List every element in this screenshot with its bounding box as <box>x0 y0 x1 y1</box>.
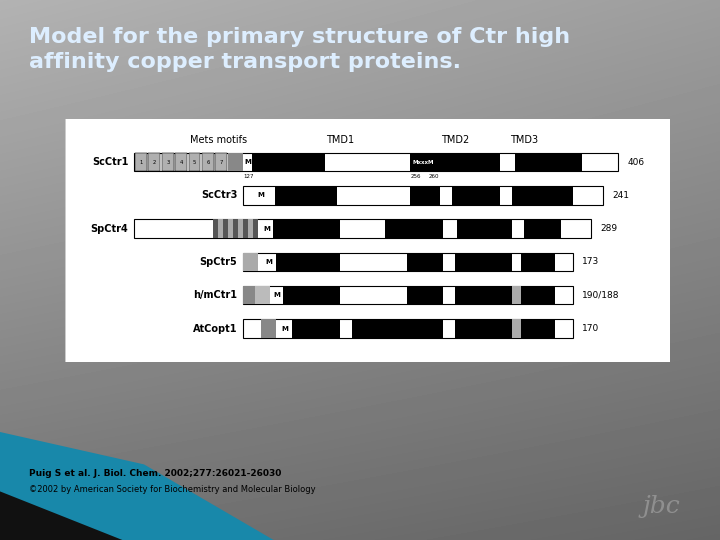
Bar <box>162 153 174 171</box>
Text: M: M <box>264 226 270 232</box>
Bar <box>452 186 500 205</box>
Bar <box>248 219 253 238</box>
Bar <box>521 253 554 271</box>
Bar <box>410 219 443 238</box>
Text: SpCtr4: SpCtr4 <box>91 224 128 234</box>
Text: 1: 1 <box>140 160 143 165</box>
Text: M: M <box>265 259 271 265</box>
Bar <box>243 219 248 238</box>
Text: AtCopt1: AtCopt1 <box>193 323 237 334</box>
Bar <box>261 319 276 338</box>
Text: 289: 289 <box>600 224 617 233</box>
Bar <box>243 186 603 205</box>
Bar <box>175 153 187 171</box>
Text: 406: 406 <box>627 158 644 166</box>
Bar <box>256 286 271 305</box>
Text: 7: 7 <box>220 160 223 165</box>
Bar <box>407 253 443 271</box>
Bar <box>292 319 340 338</box>
Bar <box>243 253 573 271</box>
Bar <box>282 286 340 305</box>
Text: Mets motifs: Mets motifs <box>191 134 248 145</box>
Bar <box>148 153 160 171</box>
Bar <box>238 219 243 238</box>
Text: SpCtr5: SpCtr5 <box>199 257 237 267</box>
Text: 190/188: 190/188 <box>582 291 619 300</box>
Text: Model for the primary structure of Ctr high
affinity copper transport proteins.: Model for the primary structure of Ctr h… <box>29 27 570 72</box>
Text: h/mCtr1: h/mCtr1 <box>193 290 237 300</box>
Bar <box>275 186 337 205</box>
Bar <box>243 319 573 338</box>
Text: M: M <box>245 159 252 165</box>
Bar <box>521 319 554 338</box>
Bar <box>410 186 440 205</box>
Bar <box>253 219 258 238</box>
Text: 127: 127 <box>243 174 253 179</box>
Text: 3: 3 <box>166 160 169 165</box>
Text: TMD3: TMD3 <box>510 134 539 145</box>
Bar <box>189 153 200 171</box>
Polygon shape <box>0 432 274 540</box>
Text: 260: 260 <box>428 174 439 179</box>
Bar <box>228 219 233 238</box>
Text: 6: 6 <box>207 160 210 165</box>
Bar <box>455 319 513 338</box>
Bar <box>521 286 554 305</box>
Text: M: M <box>274 292 281 298</box>
Bar <box>202 153 214 171</box>
Bar <box>252 153 325 171</box>
Bar <box>407 319 443 338</box>
Text: jbc: jbc <box>643 495 680 518</box>
Bar <box>407 286 443 305</box>
Polygon shape <box>0 491 122 540</box>
Text: TMD1: TMD1 <box>326 134 354 145</box>
Bar <box>437 153 500 171</box>
Bar <box>233 219 238 238</box>
Bar <box>243 286 256 305</box>
Text: MxxxM: MxxxM <box>413 160 434 165</box>
Bar <box>524 219 561 238</box>
Text: 256: 256 <box>410 174 420 179</box>
Text: M: M <box>282 326 288 332</box>
Text: 2: 2 <box>153 160 156 165</box>
Bar <box>455 286 513 305</box>
Bar <box>455 253 513 271</box>
Text: 241: 241 <box>612 191 629 200</box>
Bar <box>513 186 573 205</box>
Bar <box>385 219 410 238</box>
Bar <box>410 153 437 171</box>
Bar <box>516 153 582 171</box>
Text: 4: 4 <box>179 160 183 165</box>
Text: ©2002 by American Society for Biochemistry and Molecular Biology: ©2002 by American Society for Biochemist… <box>29 485 315 494</box>
Bar <box>274 219 340 238</box>
Text: ScCtr3: ScCtr3 <box>201 191 237 200</box>
Text: 5: 5 <box>193 160 197 165</box>
Bar <box>213 219 218 238</box>
Bar <box>218 219 223 238</box>
Bar <box>228 153 243 171</box>
Text: ScCtr1: ScCtr1 <box>92 157 128 167</box>
Bar <box>135 153 618 171</box>
Bar <box>135 219 591 238</box>
Bar <box>243 286 573 305</box>
Text: 170: 170 <box>582 324 599 333</box>
Bar <box>215 153 227 171</box>
Text: TMD2: TMD2 <box>441 134 469 145</box>
Bar <box>513 319 521 338</box>
Text: M: M <box>258 192 264 198</box>
Bar <box>276 253 340 271</box>
Bar <box>513 286 521 305</box>
Bar <box>456 219 513 238</box>
Bar <box>243 253 258 271</box>
Bar <box>352 319 407 338</box>
Text: 173: 173 <box>582 258 599 266</box>
Bar <box>135 153 147 171</box>
Text: Puig S et al. J. Biol. Chem. 2002;277:26021-26030: Puig S et al. J. Biol. Chem. 2002;277:26… <box>29 469 282 478</box>
Bar <box>223 219 228 238</box>
